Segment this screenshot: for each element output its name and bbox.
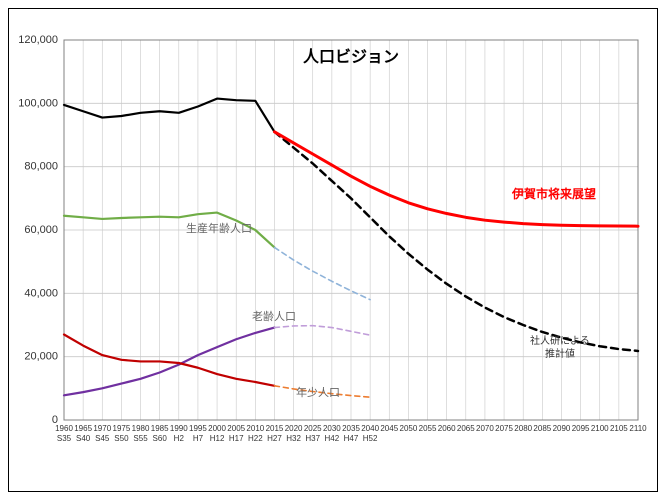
xtick-year: 2055 (419, 424, 437, 433)
xtick-era: H12 (210, 434, 225, 443)
xtick-era: H42 (325, 434, 340, 443)
xtick-year: 2100 (591, 424, 609, 433)
xtick-year: 1985 (151, 424, 169, 433)
xtick-era: H37 (305, 434, 320, 443)
annotation: 年少人口 (296, 385, 340, 399)
xtick-era: H7 (193, 434, 204, 443)
xtick-year: 1960 (55, 424, 73, 433)
xtick-year: 1970 (93, 424, 111, 433)
xtick-year: 2005 (227, 424, 245, 433)
chart-title: 人口ビジョン (303, 48, 399, 66)
xtick-year: 2030 (323, 424, 341, 433)
ytick-label: 20,000 (24, 351, 58, 363)
xtick-year: 2010 (246, 424, 264, 433)
xtick-era: S40 (76, 434, 91, 443)
xtick-year: 2110 (629, 424, 647, 433)
xtick-year: 2040 (361, 424, 379, 433)
annotation: 社人研による (530, 334, 590, 347)
xtick-year: 2060 (438, 424, 456, 433)
xtick-era: H17 (229, 434, 244, 443)
ytick-label: 40,000 (24, 287, 58, 299)
xtick-year: 2075 (495, 424, 513, 433)
xtick-year: 2105 (610, 424, 628, 433)
xtick-era: H22 (248, 434, 263, 443)
xtick-year: 2090 (553, 424, 571, 433)
xtick-year: 1975 (113, 424, 131, 433)
xtick-era: H27 (267, 434, 282, 443)
xtick-era: S45 (95, 434, 110, 443)
xtick-year: 2035 (342, 424, 360, 433)
ytick-label: 60,000 (24, 224, 58, 236)
xtick-year: 2020 (285, 424, 303, 433)
xtick-year: 2015 (266, 424, 284, 433)
xtick-year: 1980 (132, 424, 150, 433)
xtick-year: 2095 (572, 424, 590, 433)
xtick-year: 2085 (533, 424, 551, 433)
xtick-year: 2025 (304, 424, 322, 433)
xtick-era: H2 (174, 434, 185, 443)
xtick-year: 2050 (400, 424, 418, 433)
xtick-era: S55 (133, 434, 148, 443)
xtick-year: 2000 (208, 424, 226, 433)
xtick-era: S50 (114, 434, 129, 443)
series-aged_proj (274, 326, 370, 336)
ytick-label: 100,000 (18, 97, 58, 109)
ytick-label: 80,000 (24, 161, 58, 173)
xtick-year: 1995 (189, 424, 207, 433)
xtick-era: H52 (363, 434, 378, 443)
xtick-year: 1965 (74, 424, 92, 433)
xtick-era: H32 (286, 434, 301, 443)
xtick-era: H47 (344, 434, 359, 443)
xtick-year: 2065 (457, 424, 475, 433)
population-chart: 020,00040,00060,00080,000100,000120,0001… (0, 0, 666, 500)
series-young_actual (64, 335, 274, 386)
ytick-label: 120,000 (18, 34, 58, 46)
xtick-year: 2070 (476, 424, 494, 433)
xtick-era: S60 (153, 434, 168, 443)
annotation: 老齢人口 (252, 309, 296, 323)
series-prod_proj (274, 247, 370, 299)
xtick-year: 2045 (380, 424, 398, 433)
xtick-year: 2080 (514, 424, 532, 433)
annotation: 生産年齢人口 (186, 221, 252, 235)
xtick-year: 1990 (170, 424, 188, 433)
annotation: 推計値 (545, 347, 575, 360)
annotation: 伊賀市将来展望 (511, 186, 596, 201)
xtick-era: S35 (57, 434, 72, 443)
